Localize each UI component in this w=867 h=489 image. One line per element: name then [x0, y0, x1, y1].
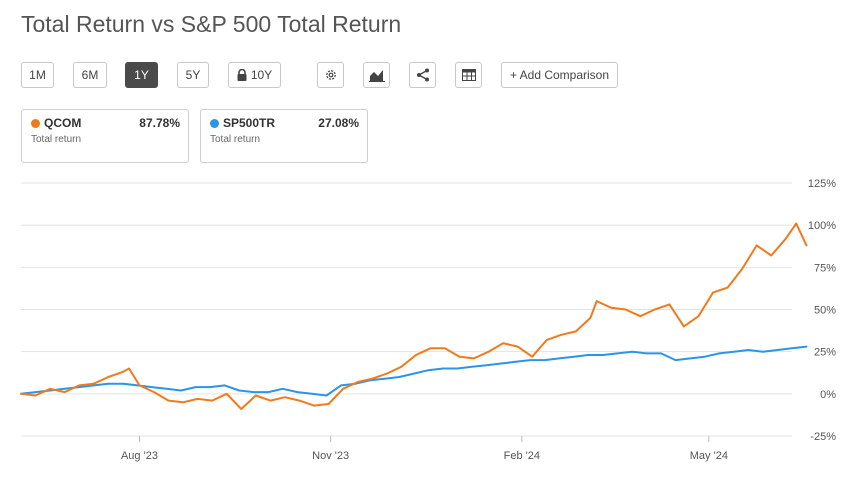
add-comparison-button[interactable]: + Add Comparison — [501, 62, 618, 88]
series-color-dot — [31, 119, 40, 128]
legend-card-sp500tr[interactable]: SP500TR 27.08% Total return — [200, 109, 368, 163]
x-tick-label: Aug '23 — [121, 450, 158, 462]
legend-subtitle: Total return — [210, 134, 261, 145]
share-button[interactable] — [409, 62, 436, 88]
line-chart[interactable]: -25% 0% 25% 50% 75% 100% 125% Aug '23 Nov '23 Feb… — [0, 170, 867, 480]
y-tick-label: 50% — [814, 305, 836, 317]
legend-card-qcom[interactable]: QCOM 87.78% Total return — [21, 109, 189, 163]
y-tick-label: 125% — [808, 178, 836, 190]
table-icon — [461, 69, 476, 81]
legend-subtitle: Total return — [31, 134, 82, 145]
y-tick-label: 0% — [820, 389, 836, 401]
share-icon — [416, 68, 430, 82]
series-line-sp500tr — [20, 345, 808, 397]
period-6m-button[interactable]: 6M — [73, 62, 107, 88]
series-line-qcom — [20, 222, 808, 410]
x-tick-label: Nov '23 — [312, 450, 349, 462]
legend-ticker: QCOM — [44, 116, 82, 130]
y-tick-label: 25% — [814, 347, 836, 359]
period-10y-button[interactable]: 10Y — [228, 62, 281, 88]
series-color-dot — [210, 119, 219, 128]
period-10y-label: 10Y — [250, 68, 273, 82]
page-title: Total Return vs S&P 500 Total Return — [21, 11, 402, 37]
x-tick-label: Feb '24 — [504, 450, 540, 462]
period-5y-button[interactable]: 5Y — [177, 62, 209, 88]
legend-value: 27.08% — [318, 116, 359, 130]
x-tick-label: May '24 — [690, 450, 728, 462]
settings-button[interactable] — [317, 62, 344, 88]
lock-icon — [237, 69, 247, 81]
y-tick-label: -25% — [810, 431, 836, 443]
chart-type-icon — [368, 69, 385, 82]
period-1y-button[interactable]: 1Y — [125, 62, 158, 88]
table-button[interactable] — [455, 62, 482, 88]
y-tick-label: 100% — [808, 220, 836, 232]
legend-ticker: SP500TR — [223, 116, 276, 130]
y-tick-label: 75% — [814, 262, 836, 274]
chart-type-button[interactable] — [363, 62, 390, 88]
period-1m-button[interactable]: 1M — [21, 62, 54, 88]
gear-icon — [324, 68, 338, 82]
legend-value: 87.78% — [139, 116, 180, 130]
